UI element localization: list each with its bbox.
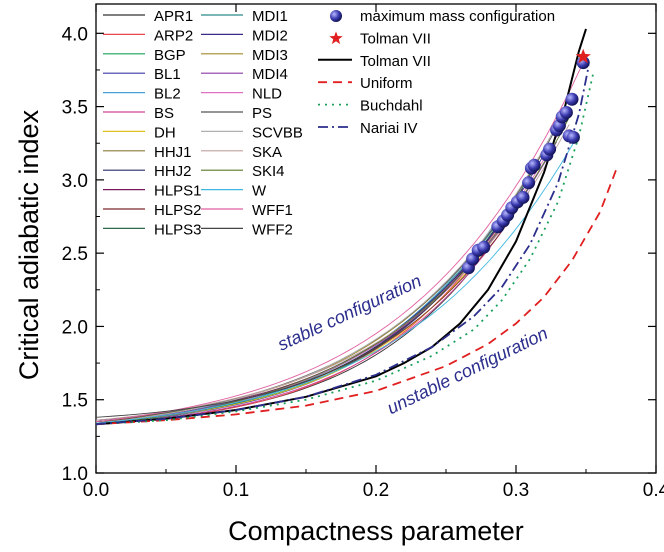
x-tick-label: 0.2	[363, 480, 389, 501]
max-mass-point	[527, 158, 541, 172]
x-tick-label: 0.0	[83, 480, 109, 501]
legend: APR1 ARP2 BGP BL1 BL2 BS DH HHJ1 HHJ2 HLPS1 HLPS2 H…	[103, 8, 555, 238]
legend-label: BS	[154, 105, 174, 122]
y-axis-label: Critical adiabatic index	[14, 109, 44, 380]
legend-label: PS	[252, 105, 272, 122]
legend-marker-star	[329, 31, 343, 45]
eos-curve	[95, 105, 567, 424]
max-mass-point	[566, 130, 580, 144]
legend-label: APR1	[154, 8, 193, 25]
eos-curve	[95, 264, 469, 418]
y-tick-label: 1.0	[62, 464, 88, 485]
max-mass-point	[559, 105, 573, 119]
legend-label: NLD	[252, 86, 282, 103]
x-tick-label: 0.4	[643, 480, 664, 501]
stable-annotation: stable configuration	[274, 271, 424, 355]
legend-label: MDI3	[252, 47, 288, 64]
legend-label: ARP2	[154, 27, 193, 44]
legend-label: MDI2	[252, 27, 288, 44]
legend-label: HHJ2	[154, 163, 192, 180]
legend-label: SCVBB	[252, 124, 303, 141]
legend-label: Tolman VII	[360, 30, 431, 47]
legend-label: BL1	[154, 66, 181, 83]
y-tick-label: 3.0	[62, 171, 88, 192]
legend-label: HHJ1	[154, 144, 192, 161]
y-tick-label: 3.5	[62, 98, 88, 119]
series-line	[95, 65, 590, 426]
legend-label: SKA	[252, 144, 282, 161]
y-tick-label: 4.0	[62, 24, 88, 45]
legend-marker-circle	[330, 10, 342, 22]
legend-label: MDI1	[252, 8, 288, 25]
legend-label: BL2	[154, 86, 181, 103]
legend-label: HLPS3	[154, 221, 202, 238]
eos-curve	[95, 218, 508, 424]
legend-label: Buchdahl	[360, 98, 423, 115]
legend-label: HLPS1	[154, 183, 202, 200]
legend-label: HLPS2	[154, 202, 202, 219]
series-line	[95, 74, 594, 426]
max-mass-point	[522, 176, 536, 190]
series-line	[95, 167, 618, 426]
legend-label: Uniform	[360, 75, 413, 92]
legend-label: BGP	[154, 47, 186, 64]
max-mass-points	[461, 48, 591, 275]
legend-label: WFF2	[252, 221, 293, 238]
x-axis-label: Compactness parameter	[228, 516, 524, 546]
tolman-star-point	[575, 48, 591, 64]
legend-label: DH	[154, 124, 176, 141]
y-tick-label: 2.0	[62, 317, 88, 338]
unstable-annotation: unstable configuration	[384, 323, 551, 418]
legend-label: Tolman VII	[360, 53, 431, 70]
legend-label: MDI4	[252, 66, 288, 83]
legend-label: W	[252, 183, 267, 200]
legend-label: WFF1	[252, 202, 293, 219]
max-mass-point	[543, 142, 557, 156]
x-tick-label: 0.3	[503, 480, 529, 501]
max-mass-point	[477, 240, 491, 254]
max-mass-point	[516, 190, 530, 204]
legend-label: maximum mass configuration	[360, 8, 555, 25]
y-tick-label: 1.5	[62, 391, 88, 412]
eos-curve	[95, 142, 574, 424]
legend-label: SKI4	[252, 163, 285, 180]
axis-ticks: 0.0 0.1 0.2 0.3 0.4 1.0 1.5 2.0 2.5 3.0 3.5 4.0	[62, 4, 664, 501]
x-tick-label: 0.1	[223, 480, 249, 501]
max-mass-point	[565, 92, 579, 106]
eos-curve	[95, 137, 550, 423]
legend-label: Nariai IV	[360, 120, 418, 137]
y-tick-label: 2.5	[62, 244, 88, 265]
